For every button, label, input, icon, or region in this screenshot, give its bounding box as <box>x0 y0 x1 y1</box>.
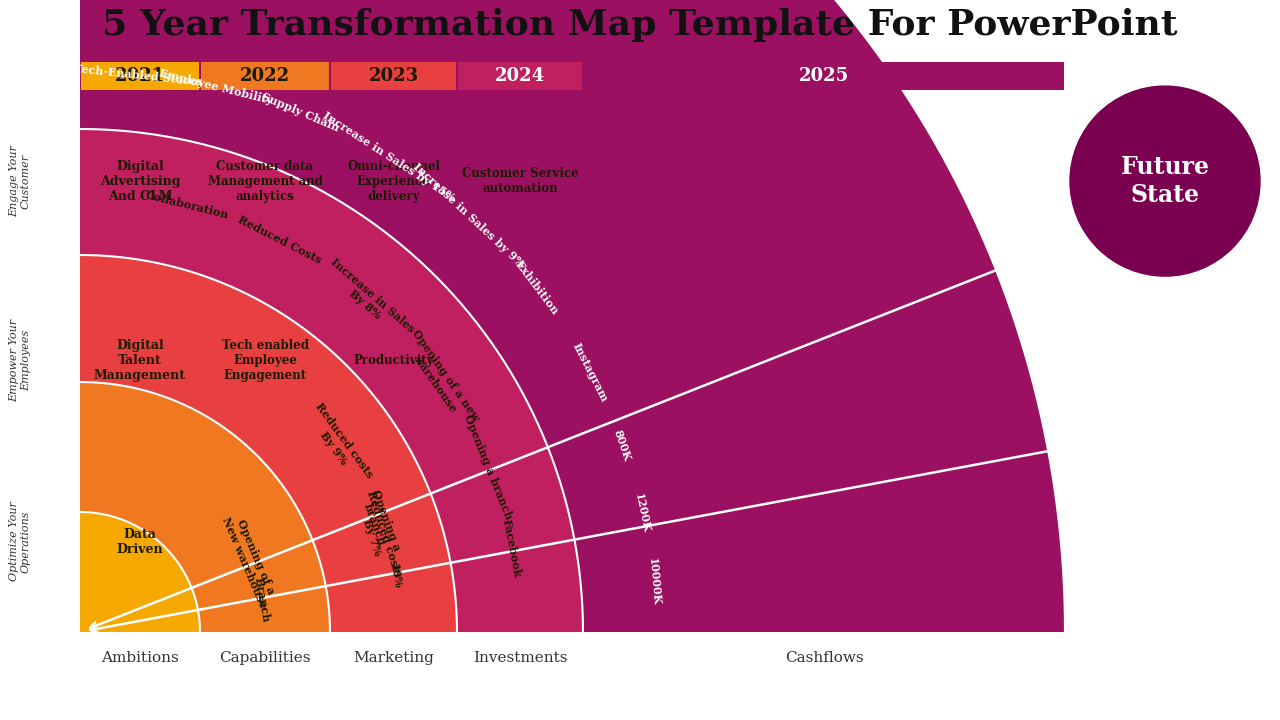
Text: Omni-channel
Experience
delivery: Omni-channel Experience delivery <box>347 160 440 202</box>
Wedge shape <box>79 255 457 632</box>
Text: Collaboration: Collaboration <box>143 189 229 221</box>
Wedge shape <box>79 382 330 632</box>
Bar <box>201 62 329 90</box>
Text: Empower Your
Employees: Empower Your Employees <box>9 319 31 402</box>
Text: Reduced costs
By 7%: Reduced costs By 7% <box>353 489 403 582</box>
Text: 5 Year Transformation Map Template For PowerPoint: 5 Year Transformation Map Template For P… <box>102 8 1178 42</box>
Text: Capabilities: Capabilities <box>219 651 311 665</box>
Text: Investments: Investments <box>472 651 567 665</box>
Bar <box>458 62 582 90</box>
Text: 2023: 2023 <box>369 67 419 85</box>
Text: Employee Mobility: Employee Mobility <box>159 67 274 106</box>
Text: Optimize Your
Operations: Optimize Your Operations <box>9 502 31 582</box>
Text: Digital
Talent
Management: Digital Talent Management <box>93 339 186 382</box>
Text: 10%: 10% <box>388 563 403 590</box>
Text: Ambitions: Ambitions <box>101 651 179 665</box>
Text: Increase in Sales
By 8%: Increase in Sales By 8% <box>320 256 417 344</box>
Text: Opening of a
New warehouse: Opening of a New warehouse <box>220 510 280 609</box>
Text: Reduced Costs: Reduced Costs <box>237 214 324 266</box>
Text: Tech enabled
Employee
Engagement: Tech enabled Employee Engagement <box>221 339 308 382</box>
Text: 1200K: 1200K <box>632 492 652 534</box>
Text: Increase in Sales by 15%: Increase in Sales by 15% <box>321 109 457 203</box>
Wedge shape <box>79 512 200 632</box>
Text: Marketing: Marketing <box>353 651 434 665</box>
Bar <box>332 62 456 90</box>
Bar <box>81 62 198 90</box>
Text: Facebook: Facebook <box>500 518 524 578</box>
Text: Cashflows: Cashflows <box>785 651 863 665</box>
Text: Engage Your
Customer: Engage Your Customer <box>9 145 31 217</box>
Text: Supply Chain: Supply Chain <box>260 91 340 133</box>
Text: Customer data
Management and
analytics: Customer data Management and analytics <box>207 160 323 202</box>
Text: Customer Service
automation: Customer Service automation <box>462 167 579 195</box>
Text: Digital
Advertising
And CLM: Digital Advertising And CLM <box>100 160 180 202</box>
Text: Branch: Branch <box>253 577 271 624</box>
Text: 2021: 2021 <box>115 67 165 85</box>
Text: Instagram: Instagram <box>571 341 609 404</box>
Text: Opening a
branch: Opening a branch <box>358 488 403 557</box>
Text: Opening of a new
warehouse: Opening of a new warehouse <box>399 328 481 431</box>
Wedge shape <box>79 0 1065 632</box>
Circle shape <box>1070 86 1260 276</box>
Text: Future
State: Future State <box>1120 156 1210 207</box>
Text: 2025: 2025 <box>799 67 849 85</box>
Text: 2022: 2022 <box>239 67 291 85</box>
Text: Tech-Enabled Stores: Tech-Enabled Stores <box>74 63 204 88</box>
Text: Productivity: Productivity <box>353 354 434 367</box>
Bar <box>584 62 1064 90</box>
Wedge shape <box>79 129 582 632</box>
Text: 800K: 800K <box>612 428 632 462</box>
Text: Exhibition: Exhibition <box>513 258 561 317</box>
Text: Opening a branch: Opening a branch <box>462 413 515 521</box>
Text: Reduced costs
By 9%: Reduced costs By 9% <box>302 400 375 487</box>
Text: Increase in Sales by 9%: Increase in Sales by 9% <box>411 161 526 269</box>
Text: 10000K: 10000K <box>646 557 662 606</box>
Text: Data
Driven: Data Driven <box>116 528 164 556</box>
Text: 2024: 2024 <box>495 67 545 85</box>
